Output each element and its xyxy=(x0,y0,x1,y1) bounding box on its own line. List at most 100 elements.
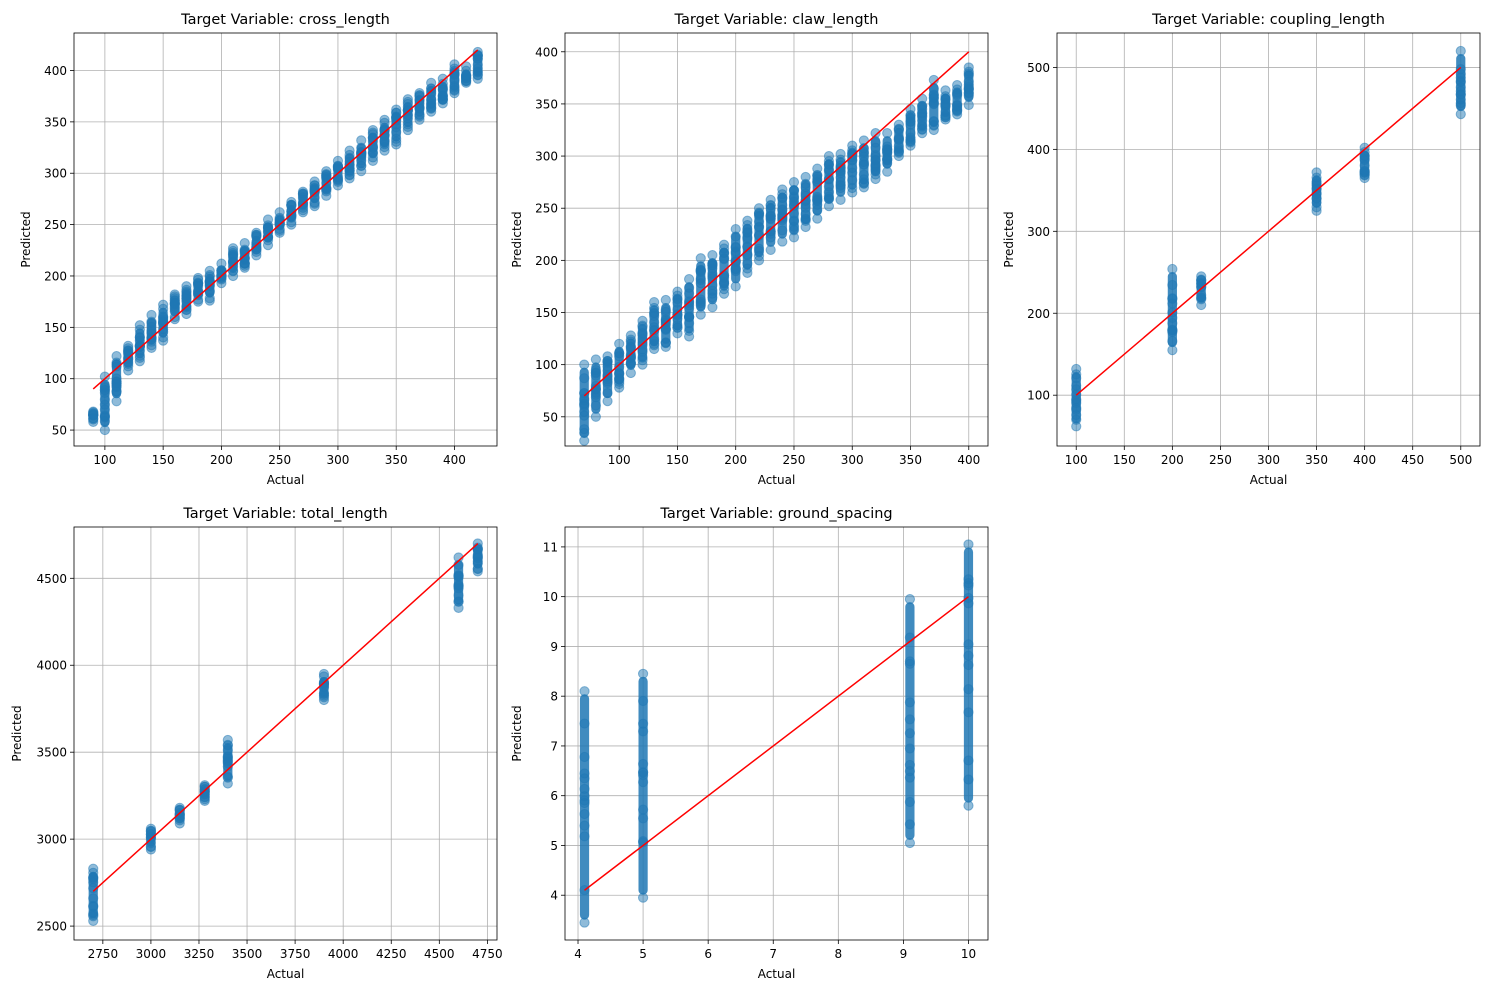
x-tick-label: 2750 xyxy=(88,947,119,961)
y-tick-label: 200 xyxy=(44,269,67,283)
scatter-point-stack xyxy=(824,159,834,204)
scatter-point-stack xyxy=(859,143,869,185)
y-axis-label: Predicted xyxy=(510,211,524,267)
scatter-point-stack xyxy=(614,346,624,385)
scatter-point-stack xyxy=(391,112,401,142)
scatter-point-stack xyxy=(200,788,210,798)
y-tick-label: 200 xyxy=(535,254,558,268)
subplot-5: 4 5 6 7 8 9 10 4 5 6 7 8 9 10 11 Target Variable: groun… xyxy=(510,506,989,981)
subplot-2: 100 150 200 250 300 350 400 50 100 150 200 250 300 35… xyxy=(510,12,989,487)
scatter-point-stack xyxy=(1196,279,1206,303)
scatter-point-stack xyxy=(368,133,378,158)
x-tick-label: 150 xyxy=(666,453,689,467)
x-tick-label: 250 xyxy=(783,453,806,467)
x-axis-label: Actual xyxy=(758,967,796,981)
chart-title: Target Variable: ground_spacing xyxy=(659,506,892,522)
scatter-point-stack xyxy=(638,676,648,895)
y-tick-label: 400 xyxy=(44,64,67,78)
y-tick-label: 300 xyxy=(44,167,67,181)
y-tick-label: 350 xyxy=(44,115,67,129)
grid xyxy=(74,527,497,940)
scatter-point-stack xyxy=(917,101,927,131)
subplot-1: 100 150 200 250 300 350 400 50 100 150 200 250 300 35… xyxy=(19,12,498,487)
scatter-point-stack xyxy=(88,871,98,918)
scatter-point-stack xyxy=(766,202,776,247)
scatter-point-stack xyxy=(719,247,729,291)
scatter-point-stack xyxy=(602,359,613,399)
scatter-point-stack xyxy=(637,323,648,362)
x-tick-label: 300 xyxy=(841,453,864,467)
y-tick-label: 100 xyxy=(1027,389,1050,403)
x-axis-label: Actual xyxy=(1250,473,1288,487)
scatter-point-stack xyxy=(251,235,261,253)
axes-frame xyxy=(73,526,498,941)
y-tick-label: 4 xyxy=(550,889,558,903)
x-tick-label: 8 xyxy=(835,947,843,961)
scatter-point-stack xyxy=(170,297,180,317)
scatter-point-stack xyxy=(426,85,436,109)
x-tick-label: 450 xyxy=(1401,453,1424,467)
scatter-point-stack xyxy=(1167,272,1177,348)
x-axis-label: Actual xyxy=(267,473,305,487)
y-tick-label: 250 xyxy=(535,202,558,216)
y-tick-label: 3000 xyxy=(36,833,67,847)
y-tick-label: 3500 xyxy=(36,746,67,760)
y-tick-label: 150 xyxy=(44,321,67,335)
x-tick-label: 400 xyxy=(1353,453,1376,467)
scatter-point-stack xyxy=(344,153,355,176)
y-tick-label: 2500 xyxy=(36,920,67,934)
axes-frame xyxy=(564,526,989,941)
scatter-point-stack xyxy=(403,102,413,128)
scatter-point-stack xyxy=(414,96,425,117)
scatter-point-stack xyxy=(870,136,881,177)
scatter-point-stack xyxy=(100,379,110,428)
grid xyxy=(1057,33,1480,446)
y-axis-label: Predicted xyxy=(10,705,24,761)
scatter-point-stack xyxy=(742,223,752,270)
identity-line xyxy=(583,51,970,397)
y-tick-label: 50 xyxy=(52,424,67,438)
scatter-point-stack xyxy=(649,305,659,347)
x-tick-label: 3250 xyxy=(184,947,215,961)
scatter-point-stack xyxy=(684,282,694,334)
x-tick-label: 350 xyxy=(385,453,408,467)
subplot-4: 2750 3000 3250 3500 3750 4000 4250 4500 4750 2500… xyxy=(10,506,503,981)
x-tick-label: 3750 xyxy=(280,947,311,961)
x-tick-label: 250 xyxy=(1209,453,1232,467)
identity-line xyxy=(1075,66,1462,396)
scatter-point-stack xyxy=(1360,150,1370,176)
chart-title: Target Variable: cross_length xyxy=(180,12,390,28)
scatter-point-stack xyxy=(963,547,974,803)
x-tick-label: 3000 xyxy=(136,947,167,961)
scatter-point-stack xyxy=(473,546,483,569)
y-axis-label: Predicted xyxy=(510,705,524,761)
x-tick-label: 200 xyxy=(724,453,747,467)
y-axis-label: Predicted xyxy=(1002,211,1016,267)
scatter-point-stack xyxy=(905,112,916,143)
y-axis-label: Predicted xyxy=(19,211,33,267)
axes-frame xyxy=(73,32,498,447)
y-tick-label: 4500 xyxy=(36,572,67,586)
scatter-point-stack xyxy=(146,318,157,345)
identity-line xyxy=(92,49,479,390)
scatter-point-stack xyxy=(1456,54,1466,112)
x-tick-label: 350 xyxy=(1305,453,1328,467)
scatter-points xyxy=(579,539,974,928)
axes-frame xyxy=(564,32,989,447)
identity-line xyxy=(92,542,479,892)
x-tick-label: 400 xyxy=(957,453,980,467)
scatter-point-stack xyxy=(952,88,962,112)
scatter-points xyxy=(1071,45,1466,432)
x-tick-label: 3500 xyxy=(232,947,263,961)
x-axis-label: Actual xyxy=(267,967,305,981)
x-tick-label: 200 xyxy=(210,453,233,467)
y-tick-label: 7 xyxy=(550,739,558,753)
scatter-point-stack xyxy=(579,694,590,920)
y-tick-label: 150 xyxy=(535,306,558,320)
scatter-point-stack xyxy=(473,55,483,76)
y-tick-label: 400 xyxy=(1027,143,1050,157)
scatter-point-stack xyxy=(929,82,939,127)
y-tick-label: 50 xyxy=(543,410,558,424)
scatter-point-stack xyxy=(135,328,145,359)
